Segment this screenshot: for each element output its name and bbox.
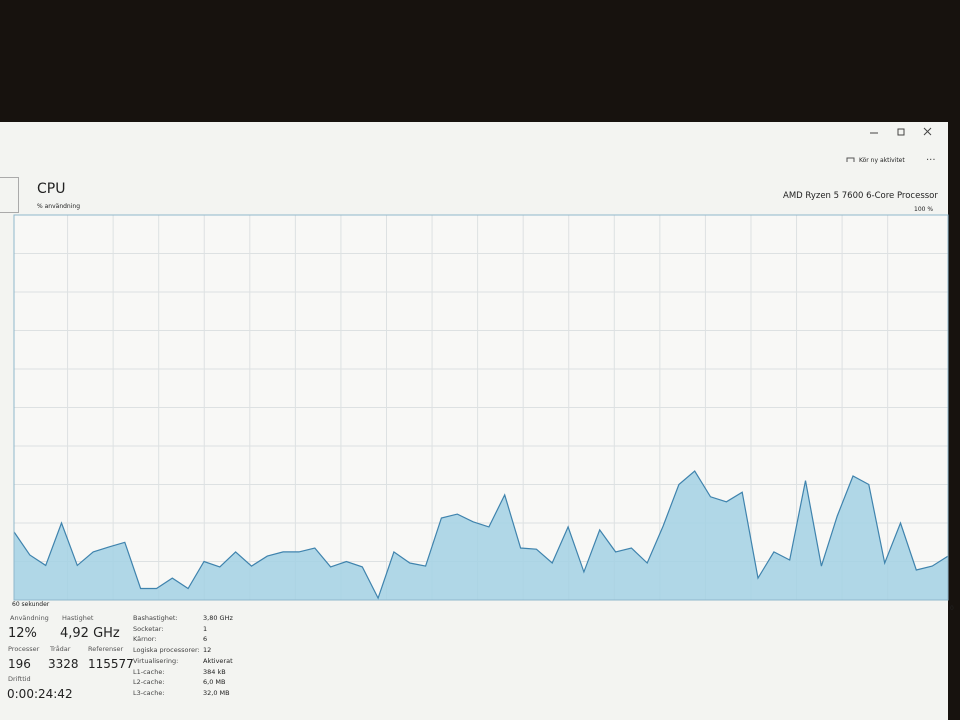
detail-label: Virtualisering: xyxy=(133,656,179,665)
stat-label: Processer xyxy=(8,645,40,653)
detail-label: Logiska processorer: xyxy=(133,646,200,655)
detail-value: 32,0 MB xyxy=(203,688,230,697)
detail-label: L1-cache: xyxy=(133,667,165,676)
detail-label: L2-cache: xyxy=(133,678,165,687)
detail-label: Socketar: xyxy=(133,624,164,633)
y-axis-label: % användning xyxy=(37,203,81,210)
x-start-label: 60 sekunder xyxy=(12,601,50,608)
title-bar: ··· xyxy=(846,127,936,162)
detail-value: 12 xyxy=(203,646,212,655)
stat-label: Trådar xyxy=(50,645,71,653)
detail-value: 6 xyxy=(203,635,208,644)
stat-value: 3328 xyxy=(48,657,79,671)
cpu-usage-line xyxy=(13,470,949,600)
stat-label: Användning xyxy=(10,614,49,622)
run-task-icon[interactable] xyxy=(846,157,855,162)
detail-value: 3,80 GHz xyxy=(203,614,233,622)
processor-name: AMD Ryzen 5 7600 6-Core Processor xyxy=(783,191,938,201)
close-button[interactable] xyxy=(923,127,932,136)
detail-value: 1 xyxy=(203,624,208,633)
cpu-usage-area xyxy=(14,471,948,600)
graph-title: CPU xyxy=(37,181,66,197)
detail-value: 6,0 MB xyxy=(203,678,226,687)
stat-value: 0:00:24:42 xyxy=(7,687,73,701)
run-task-button[interactable]: Kör ny aktivitet xyxy=(859,157,905,164)
more-button[interactable]: ··· xyxy=(926,155,936,162)
detail-label: L3-cache: xyxy=(133,688,165,697)
detail-label: Bashastighet: xyxy=(133,614,178,622)
detail-value: 384 kB xyxy=(203,667,226,676)
detail-value: Aktiverat xyxy=(203,656,233,665)
stat-value: 196 xyxy=(8,657,31,671)
stat-label: Hastighet xyxy=(62,614,94,622)
y-max-label: 100 % xyxy=(914,206,934,213)
maximize-button[interactable] xyxy=(897,128,905,136)
stat-label: Referenser xyxy=(88,645,124,653)
sidebar-thumbnail xyxy=(0,177,19,213)
stat-value: 4,92 GHz xyxy=(60,626,120,641)
detail-label: Kärnor: xyxy=(133,635,157,644)
stat-value: 12% xyxy=(8,626,37,641)
graph-border xyxy=(13,214,949,601)
stat-label: Drifttid xyxy=(8,675,31,683)
x-end-label: 0 xyxy=(950,605,954,612)
stat-value: 115577 xyxy=(88,657,134,671)
